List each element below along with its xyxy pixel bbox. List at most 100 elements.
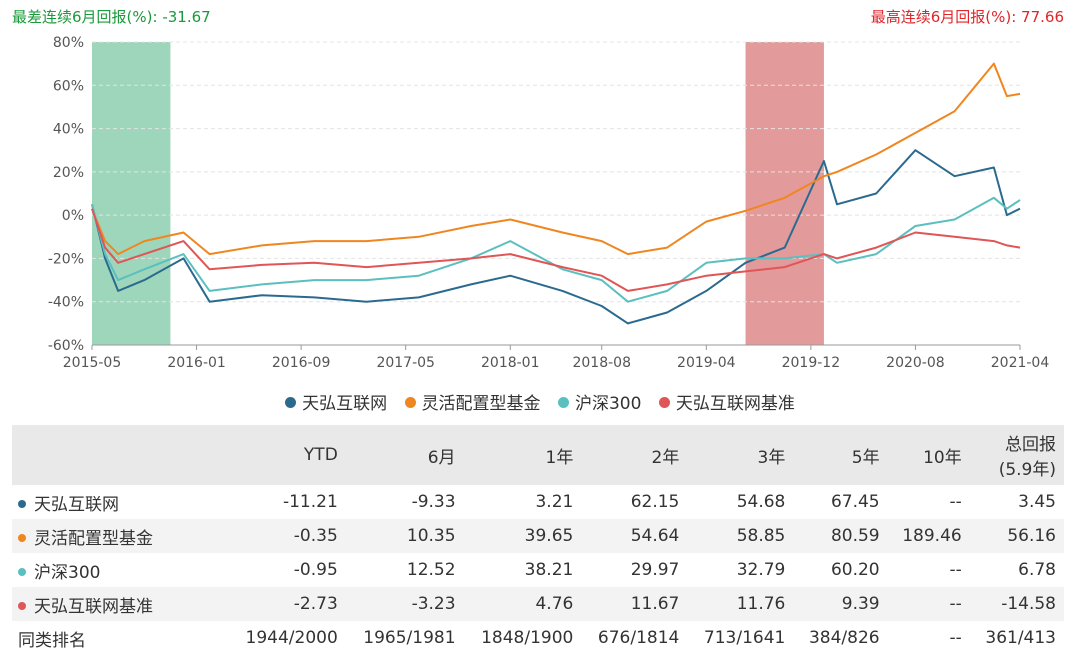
worst-6m-return-label: 最差连续6月回报(%): -31.67 (12, 8, 211, 26)
y-tick-label: -60% (48, 338, 84, 354)
cell: 361/413 (985, 628, 1056, 648)
y-tick-label: 40% (53, 122, 84, 138)
row-marker (18, 499, 26, 508)
cell: 54.68 (736, 492, 786, 512)
cell: 10.35 (345, 519, 464, 553)
cell: 32.79 (736, 560, 786, 580)
y-tick-label: 0% (62, 208, 84, 224)
legend-item-tianhong-internet[interactable]: 天弘互联网 (285, 389, 387, 414)
cell: -14.58 (969, 587, 1064, 621)
legend-marker (658, 397, 670, 408)
table-row: 灵活配置型基金 -0.35 10.35 39.65 54.64 58.85 80… (12, 519, 1064, 553)
header-1y: 1年 (463, 425, 582, 485)
row-name: 同类排名 (18, 630, 86, 651)
cell: -- (949, 560, 962, 580)
cell: 4.76 (463, 587, 582, 621)
header-total-label: 总回报 (1005, 435, 1056, 455)
y-tick-label: 80% (53, 35, 84, 51)
cell: 9.39 (793, 587, 888, 621)
row-name: 沪深300 (12, 553, 228, 587)
legend-label: 天弘互联网 (302, 394, 388, 414)
header-ytd: YTD (228, 425, 346, 485)
cell: 38.21 (524, 560, 574, 580)
series-line-1 (91, 149, 1021, 325)
x-tick-label: 2017-05 (376, 355, 435, 371)
cell: 1965/1981 (363, 628, 456, 648)
header-6m: 6月 (345, 425, 464, 485)
performance-line-chart: 80% 60% 40% 20% 0% -20% -40% -60% 2015-05 2016-0… (48, 35, 1050, 371)
header-2y: 2年 (581, 425, 688, 485)
cell: -2.73 (228, 587, 346, 621)
x-tick-label: 2016-01 (167, 355, 226, 371)
shaded-period-2 (745, 42, 824, 345)
x-tick-label: 2020-08 (886, 355, 945, 371)
series-line-2 (91, 62, 1021, 256)
cell: 1848/1900 (481, 628, 574, 648)
cell: 189.46 (887, 519, 970, 553)
y-tick-label: -20% (48, 251, 84, 267)
chart-legend: 天弘互联网 灵活配置型基金 沪深300 天弘互联网基准 (0, 389, 1080, 414)
row-name: 天弘互联网基准 (12, 587, 228, 621)
header-total-return: 总回报 (5.9年) (969, 425, 1064, 485)
header-total-period: (5.9年) (998, 460, 1056, 480)
x-tick-label: 2019-12 (782, 355, 841, 371)
cell: 29.97 (630, 560, 680, 580)
y-tick-label: 60% (53, 78, 84, 94)
table-row: 天弘互联网基准 -2.73 -3.23 4.76 11.67 11.76 9.3… (12, 587, 1064, 621)
legend-label: 天弘互联网基准 (675, 394, 795, 414)
cell: 676/1814 (597, 628, 680, 648)
header-3y: 3年 (687, 425, 794, 485)
cell: 62.15 (630, 492, 680, 512)
row-name: 灵活配置型基金 (12, 519, 228, 553)
cell: -3.23 (345, 587, 464, 621)
cell: 384/826 (808, 628, 880, 648)
x-tick-label: 2021-04 (991, 355, 1050, 371)
cell: 54.64 (581, 519, 688, 553)
cell: 12.52 (406, 560, 456, 580)
shaded-period-1 (92, 42, 171, 345)
cell: 58.85 (687, 519, 794, 553)
legend-marker (285, 397, 297, 408)
header-name (12, 425, 228, 485)
performance-table: YTD 6月 1年 2年 3年 5年 10年 总回报 (5.9年) 天弘互联网 -… (12, 425, 1064, 655)
cell: 6.78 (1018, 560, 1056, 580)
header-10y: 10年 (887, 425, 970, 485)
cell: 11.76 (687, 587, 794, 621)
table-header-row: YTD 6月 1年 2年 3年 5年 10年 总回报 (5.9年) (12, 425, 1064, 485)
cell: -- (887, 587, 970, 621)
cell: 1944/2000 (245, 628, 338, 648)
x-tick-label: 2018-08 (572, 355, 631, 371)
cell: -0.35 (228, 519, 346, 553)
x-tick-label: 2019-04 (677, 355, 736, 371)
cell: -9.33 (411, 492, 456, 512)
table-row: 同类排名 1944/2000 1965/1981 1848/1900 676/1… (12, 621, 1064, 655)
cell: 3.21 (535, 492, 574, 512)
legend-item-csi300[interactable]: 沪深300 (557, 389, 642, 414)
legend-label: 沪深300 (574, 394, 642, 414)
legend-item-benchmark[interactable]: 天弘互联网基准 (658, 389, 795, 414)
row-marker (18, 567, 26, 576)
cell: 39.65 (463, 519, 582, 553)
cell: 3.45 (1018, 492, 1056, 512)
y-tick-label: -40% (48, 295, 84, 311)
x-tick-label: 2016-09 (272, 355, 331, 371)
cell: 11.67 (581, 587, 688, 621)
cell: 67.45 (830, 492, 880, 512)
row-name: 天弘互联网 (12, 485, 228, 519)
best-6m-return-label: 最高连续6月回报(%): 77.66 (870, 8, 1064, 26)
series-line-3 (91, 196, 1021, 303)
row-marker (18, 601, 26, 610)
cell: 60.20 (830, 560, 880, 580)
table-row: 沪深300 -0.95 12.52 38.21 29.97 32.79 60.2… (12, 553, 1064, 587)
series-line-4 (91, 208, 1021, 292)
header-5y: 5年 (793, 425, 888, 485)
cell: -- (949, 492, 962, 512)
cell: -- (949, 628, 962, 648)
cell: 713/1641 (703, 628, 786, 648)
x-tick-label: 2015-05 (63, 355, 122, 371)
y-tick-label: 20% (53, 165, 84, 181)
legend-label: 灵活配置型基金 (421, 394, 541, 414)
cell: 56.16 (969, 519, 1064, 553)
legend-item-flexible-allocation[interactable]: 灵活配置型基金 (404, 389, 541, 414)
cell: -0.95 (293, 560, 338, 580)
